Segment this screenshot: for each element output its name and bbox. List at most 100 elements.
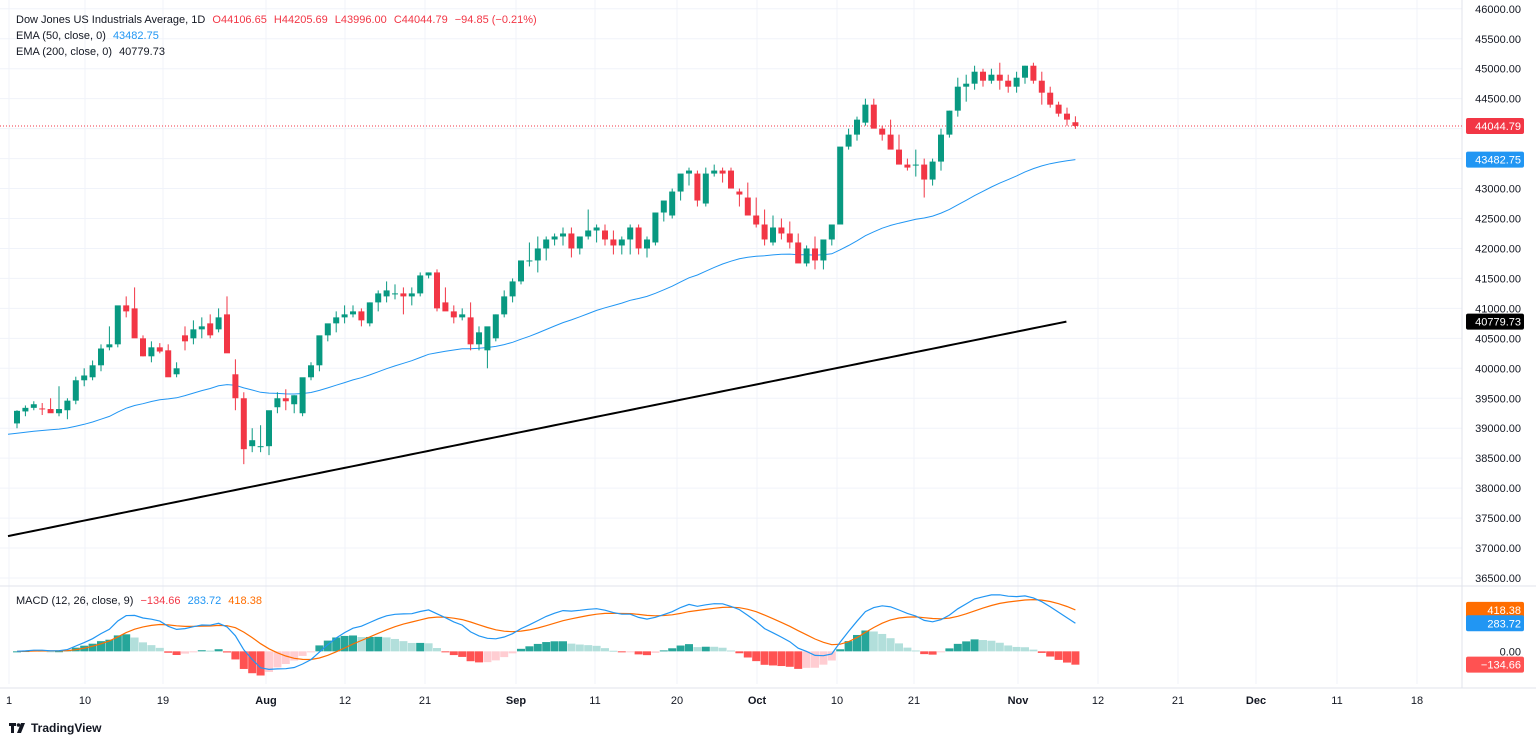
macd-histogram-bar [113, 635, 122, 652]
candle-body [845, 134, 852, 147]
macd-histogram-bar [559, 641, 567, 652]
macd-histogram-bar [601, 648, 609, 652]
candle-body [610, 239, 617, 246]
y-tick-label: 38500.00 [1475, 453, 1521, 465]
macd-histogram-bar [769, 651, 777, 666]
candle-body [812, 248, 818, 261]
candle-body [938, 134, 944, 162]
candle-body [719, 170, 726, 174]
macd-histogram-bar [878, 633, 887, 652]
candle-body [1072, 122, 1079, 126]
candle-body [677, 173, 684, 192]
candle-body [1055, 104, 1062, 114]
macd-histogram-bar [197, 650, 206, 652]
candle-body [165, 350, 172, 378]
y-tick-label: 43000.00 [1475, 184, 1521, 196]
macd-histogram-bar [374, 636, 383, 652]
candle-body [887, 134, 894, 150]
macd-histogram-bar [97, 641, 105, 652]
candle-body [1022, 65, 1028, 78]
candle-body [770, 227, 776, 243]
candle-body [22, 407, 29, 412]
x-tick-label: 19 [157, 695, 169, 707]
macd-histogram-bar [869, 631, 878, 652]
macd-histogram-bar [903, 647, 912, 652]
macd-histogram-bar [735, 651, 744, 654]
candle-body [492, 314, 499, 339]
y-tick-label: 39500.00 [1475, 393, 1521, 405]
candle-body [501, 296, 508, 315]
price-tag-text-macd-hist: −134.66 [1481, 660, 1521, 672]
ema200-value: 40779.73 [119, 46, 165, 58]
macd-histogram-bar [147, 645, 156, 652]
candle-body [904, 164, 911, 168]
candle-body [400, 293, 407, 297]
ema50-label: EMA (50, close, 0) [16, 30, 106, 42]
candle-body [912, 164, 919, 166]
candle-body [282, 398, 289, 402]
y-tick-label: 37000.00 [1475, 543, 1521, 555]
candle-body [753, 215, 760, 225]
tradingview-logo[interactable]: TradingView [9, 721, 101, 735]
candle-body [366, 302, 373, 324]
x-tick-label: 10 [79, 695, 91, 707]
candle-body [761, 224, 768, 240]
candle-body [484, 326, 491, 351]
candle-body [518, 260, 524, 282]
x-tick-label: 1 [6, 695, 12, 707]
candle-body [383, 290, 390, 297]
macd-histogram-bar [265, 651, 273, 672]
macd-histogram-bar [231, 651, 240, 660]
macd-histogram-bar [273, 651, 282, 668]
candle-body [585, 230, 592, 237]
macd-histogram-bar [785, 651, 794, 667]
macd-histogram-bar [46, 651, 55, 653]
candle-body [660, 200, 667, 213]
y-tick-label: 39000.00 [1475, 423, 1521, 435]
candle-body [870, 104, 877, 129]
x-tick-label: Dec [1246, 695, 1266, 707]
candle-body [551, 236, 558, 240]
macd-histogram-bar [298, 651, 307, 656]
macd-histogram-bar [550, 641, 559, 652]
macd-histogram-bar [533, 643, 542, 652]
candle-body [526, 260, 533, 262]
candle-body [988, 74, 995, 81]
macd-histogram-bar [701, 646, 710, 652]
candle-body [1064, 113, 1070, 120]
macd-histogram-bar [239, 651, 248, 669]
macd-histogram-bar [819, 651, 828, 665]
macd-histogram-bar [928, 651, 937, 655]
candle-body [308, 365, 314, 378]
macd-histogram-bar [567, 643, 576, 652]
candle-body [795, 242, 802, 264]
macd-histogram-bar [122, 634, 131, 652]
x-tick-label: 11 [1331, 695, 1342, 707]
tradingview-wordmark: TradingView [31, 721, 102, 735]
macd-histogram-bar [592, 645, 601, 652]
macd-histogram-bar [802, 651, 811, 668]
macd-histogram-bar [710, 646, 719, 652]
y-tick-label: 42500.00 [1475, 214, 1521, 226]
macd-histogram-bar [281, 651, 290, 665]
macd-histogram-bar [525, 646, 534, 652]
macd-histogram-bar [365, 636, 374, 652]
ema50-line [7, 159, 1076, 435]
candle-body [350, 311, 356, 315]
candle-body [316, 335, 323, 366]
candle-body [341, 314, 348, 318]
y-tick-label: 38000.00 [1475, 483, 1521, 495]
macd-histogram-bar [920, 651, 929, 655]
y-tick-label: 37500.00 [1475, 513, 1521, 525]
candle-body [593, 227, 600, 231]
x-tick-label: Sep [506, 695, 526, 707]
macd-histogram-bar [1054, 651, 1063, 660]
macd-histogram-bar [416, 642, 425, 652]
candle-body [89, 365, 96, 378]
candle-body [627, 227, 634, 240]
change-value: −94.85 (−0.21%) [454, 14, 537, 26]
candle-body [98, 348, 104, 366]
macd-histogram-bar [466, 651, 475, 662]
macd-histogram-bar [424, 643, 433, 652]
